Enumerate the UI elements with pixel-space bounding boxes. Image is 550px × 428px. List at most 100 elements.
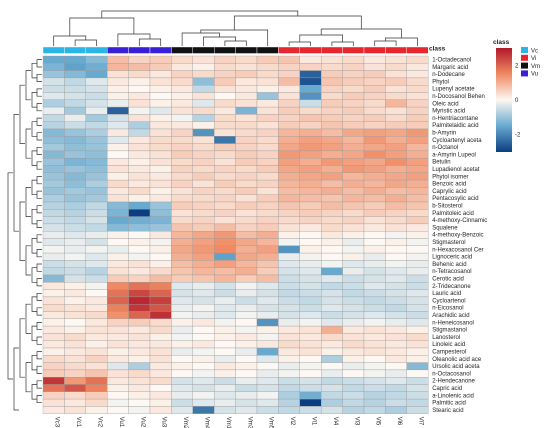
heatmap-cell bbox=[42, 194, 65, 203]
class-bar-cell bbox=[235, 46, 258, 54]
heatmap-cell bbox=[149, 333, 172, 341]
heatmap-cell bbox=[64, 406, 86, 414]
heatmap-cell bbox=[256, 398, 279, 407]
heatmap-cell bbox=[299, 252, 322, 261]
heatmap-cell bbox=[321, 187, 343, 195]
heatmap-cell bbox=[321, 106, 343, 115]
heatmap-cell bbox=[363, 398, 386, 407]
heatmap-cell bbox=[107, 347, 129, 356]
heatmap-cell bbox=[299, 201, 322, 210]
heatmap-cell bbox=[385, 245, 407, 254]
heatmap-cell bbox=[64, 282, 86, 290]
heatmap-cell bbox=[149, 223, 172, 232]
heatmap-cell bbox=[385, 252, 407, 261]
heatmap-cell bbox=[107, 106, 129, 115]
heatmap-cell bbox=[256, 333, 279, 341]
heatmap-cell bbox=[278, 282, 300, 290]
heatmap-cell bbox=[406, 70, 429, 79]
class-bar-cell bbox=[192, 46, 215, 54]
heatmap-cell bbox=[85, 260, 108, 268]
heatmap-cell bbox=[85, 172, 108, 181]
heatmap-cell bbox=[85, 209, 108, 217]
heatmap-cell bbox=[385, 150, 407, 159]
row-label: Arachidic acid bbox=[432, 313, 469, 319]
heatmap-cell bbox=[64, 325, 86, 334]
heatmap-cell bbox=[385, 92, 407, 100]
heatmap-cell bbox=[171, 106, 193, 115]
heatmap-cell bbox=[171, 209, 193, 217]
heatmap-cell bbox=[64, 231, 86, 239]
heatmap-cell bbox=[128, 282, 151, 290]
heatmap-cell bbox=[149, 106, 172, 115]
dendrogram-branch bbox=[31, 354, 37, 371]
heatmap-cell bbox=[342, 172, 365, 181]
heatmap-cell bbox=[363, 377, 386, 385]
heatmap-cell bbox=[342, 274, 365, 283]
heatmap-cell bbox=[42, 406, 65, 414]
heatmap-cell bbox=[107, 252, 129, 261]
heatmap-cell bbox=[235, 128, 258, 137]
row-label: Lupadienol acetat bbox=[432, 167, 480, 173]
legend-swatch bbox=[521, 47, 528, 53]
row-label: 4-methoxy-Cinnamic bbox=[432, 218, 487, 224]
class-bar-cell bbox=[363, 46, 386, 54]
row-label: Phytol isomer bbox=[432, 174, 468, 180]
heatmap-cell bbox=[214, 121, 236, 130]
heatmap-cell bbox=[385, 398, 407, 407]
heatmap-cell bbox=[64, 289, 86, 298]
row-label: Caprylic acid bbox=[432, 189, 466, 195]
heatmap-cell bbox=[149, 355, 172, 363]
heatmap-cell bbox=[192, 179, 215, 188]
heatmap-cell bbox=[321, 333, 343, 341]
heatmap-cell bbox=[171, 92, 193, 100]
heatmap-cell bbox=[42, 362, 65, 371]
row-label: Palmitoleic acid bbox=[432, 211, 474, 217]
dendrogram-branch bbox=[31, 208, 37, 225]
heatmap-cell bbox=[107, 143, 129, 152]
dendrogram-branch bbox=[31, 121, 37, 137]
heatmap-cell bbox=[406, 274, 429, 283]
row-dendrogram bbox=[7, 59, 42, 411]
heatmap-cell bbox=[171, 318, 193, 327]
heatmap-cell bbox=[321, 136, 343, 144]
heatmap-cell bbox=[214, 55, 236, 64]
dendrogram-branch bbox=[36, 176, 42, 185]
heatmap-cell bbox=[342, 296, 365, 305]
heatmap-cell bbox=[107, 296, 129, 305]
heatmap-cell bbox=[214, 304, 236, 312]
heatmap-cell bbox=[342, 384, 365, 392]
heatmap-cell bbox=[107, 216, 129, 225]
heatmap-cell bbox=[385, 406, 407, 414]
heatmap-cell bbox=[278, 63, 300, 71]
heatmap-cell bbox=[107, 304, 129, 312]
heatmap-cell bbox=[42, 70, 65, 79]
heatmap-cell bbox=[321, 114, 343, 122]
heatmap-cell bbox=[107, 369, 129, 378]
heatmap-cell bbox=[149, 209, 172, 217]
heatmap-cell bbox=[235, 333, 258, 341]
heatmap-cell bbox=[406, 289, 429, 298]
heatmap-cell bbox=[342, 136, 365, 144]
column-label: Vi7 bbox=[418, 417, 424, 426]
heatmap-cell bbox=[192, 143, 215, 152]
dendrogram-branch bbox=[36, 103, 42, 112]
heatmap-cell bbox=[192, 238, 215, 246]
heatmap-cell bbox=[406, 150, 429, 159]
heatmap-cell bbox=[64, 245, 86, 254]
heatmap-cell bbox=[42, 340, 65, 349]
heatmap-cell bbox=[171, 121, 193, 130]
heatmap-cell bbox=[64, 85, 86, 93]
heatmap-cell bbox=[363, 70, 386, 79]
heatmap-cell bbox=[171, 165, 193, 173]
column-label: Vi3 bbox=[353, 417, 359, 426]
row-label: Betulin bbox=[432, 160, 450, 166]
heatmap-cell bbox=[128, 106, 151, 115]
heatmap-cell bbox=[342, 325, 365, 334]
heatmap-cell bbox=[171, 398, 193, 407]
heatmap-cell bbox=[85, 231, 108, 239]
dendrogram-branch bbox=[25, 245, 31, 276]
heatmap-cell bbox=[406, 216, 429, 225]
dendrogram-branch bbox=[36, 234, 42, 243]
heatmap-cell bbox=[363, 194, 386, 203]
heatmap-cell bbox=[107, 267, 129, 276]
